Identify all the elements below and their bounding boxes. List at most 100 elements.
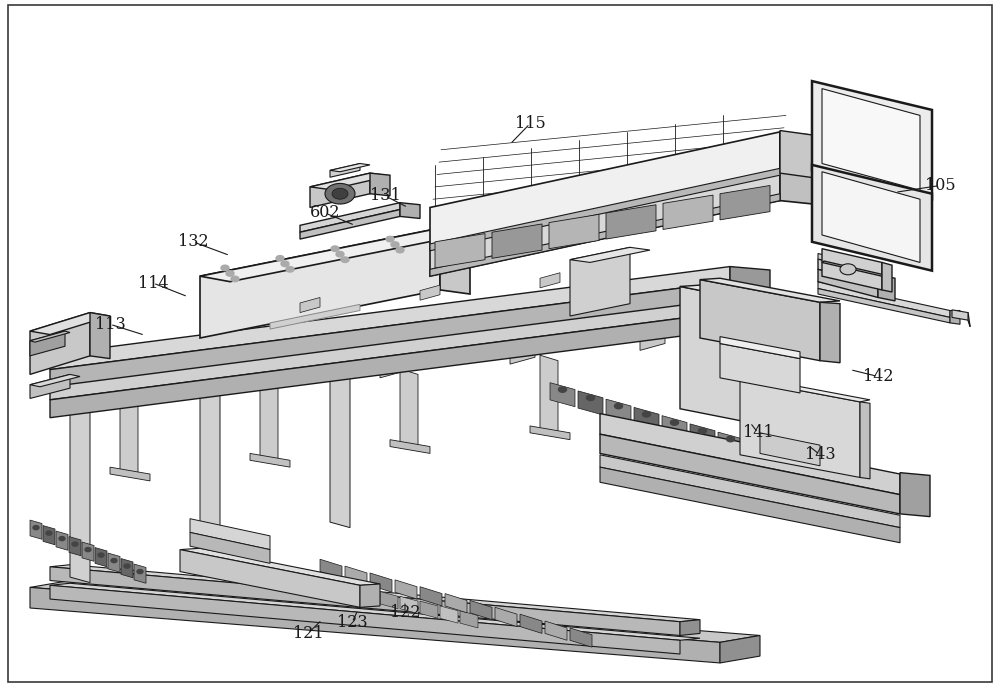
Text: 143: 143 xyxy=(805,447,835,463)
Circle shape xyxy=(281,261,289,267)
Circle shape xyxy=(332,188,348,199)
Polygon shape xyxy=(395,580,417,599)
Polygon shape xyxy=(50,267,730,370)
Polygon shape xyxy=(435,234,485,268)
Polygon shape xyxy=(250,453,290,467)
Circle shape xyxy=(59,537,65,541)
Polygon shape xyxy=(430,173,780,276)
Polygon shape xyxy=(822,172,920,262)
Polygon shape xyxy=(420,601,438,618)
Circle shape xyxy=(391,242,399,247)
Polygon shape xyxy=(822,89,920,190)
Polygon shape xyxy=(578,391,603,415)
Polygon shape xyxy=(600,467,900,543)
Circle shape xyxy=(98,553,104,557)
Circle shape xyxy=(840,264,856,275)
Polygon shape xyxy=(634,407,659,431)
Circle shape xyxy=(386,236,394,242)
Polygon shape xyxy=(900,473,930,517)
Circle shape xyxy=(33,526,39,530)
Polygon shape xyxy=(802,457,827,481)
Circle shape xyxy=(755,444,763,450)
Polygon shape xyxy=(720,344,800,393)
Polygon shape xyxy=(90,313,110,359)
Polygon shape xyxy=(812,81,932,199)
Polygon shape xyxy=(82,542,94,561)
Circle shape xyxy=(46,531,52,535)
Polygon shape xyxy=(200,377,223,385)
Polygon shape xyxy=(380,347,405,378)
Circle shape xyxy=(396,247,404,253)
Circle shape xyxy=(111,559,117,563)
Polygon shape xyxy=(600,434,900,514)
Polygon shape xyxy=(30,374,70,398)
Polygon shape xyxy=(330,164,360,177)
Polygon shape xyxy=(440,228,470,294)
Polygon shape xyxy=(50,299,730,400)
Circle shape xyxy=(614,403,622,409)
Circle shape xyxy=(642,412,650,417)
Circle shape xyxy=(726,436,734,442)
Polygon shape xyxy=(860,402,870,479)
Polygon shape xyxy=(690,424,715,448)
Polygon shape xyxy=(110,467,150,481)
Polygon shape xyxy=(190,532,270,563)
Text: 602: 602 xyxy=(310,205,340,221)
Polygon shape xyxy=(570,247,630,316)
Circle shape xyxy=(336,251,344,257)
Polygon shape xyxy=(121,559,133,578)
Polygon shape xyxy=(300,203,400,232)
Polygon shape xyxy=(300,297,320,313)
Polygon shape xyxy=(370,173,390,196)
Polygon shape xyxy=(570,628,592,647)
Polygon shape xyxy=(70,387,93,395)
Text: 115: 115 xyxy=(515,115,545,132)
Text: 122: 122 xyxy=(390,605,420,621)
Circle shape xyxy=(72,542,78,546)
Polygon shape xyxy=(95,548,107,567)
Polygon shape xyxy=(952,310,968,320)
Polygon shape xyxy=(370,573,392,592)
Polygon shape xyxy=(420,587,442,606)
Polygon shape xyxy=(495,607,517,627)
Circle shape xyxy=(124,564,130,568)
Polygon shape xyxy=(345,566,367,585)
Polygon shape xyxy=(818,269,878,297)
Polygon shape xyxy=(30,313,90,374)
Polygon shape xyxy=(640,319,665,350)
Text: 105: 105 xyxy=(925,177,955,194)
Polygon shape xyxy=(440,606,458,623)
Polygon shape xyxy=(30,331,65,356)
Polygon shape xyxy=(780,132,820,205)
Circle shape xyxy=(325,183,355,204)
Polygon shape xyxy=(400,369,418,449)
Polygon shape xyxy=(180,550,360,607)
Text: 142: 142 xyxy=(863,368,893,385)
Polygon shape xyxy=(540,273,560,288)
Polygon shape xyxy=(340,582,358,599)
Polygon shape xyxy=(50,565,700,622)
Text: 132: 132 xyxy=(178,234,208,250)
Circle shape xyxy=(231,276,239,282)
Polygon shape xyxy=(822,249,882,290)
Polygon shape xyxy=(770,298,830,315)
Polygon shape xyxy=(330,164,370,172)
Circle shape xyxy=(810,461,818,466)
Polygon shape xyxy=(606,399,631,423)
Circle shape xyxy=(782,453,790,458)
Polygon shape xyxy=(760,433,820,466)
Polygon shape xyxy=(200,379,220,555)
Polygon shape xyxy=(390,440,430,453)
Polygon shape xyxy=(30,581,760,642)
Polygon shape xyxy=(260,383,278,462)
Text: 113: 113 xyxy=(95,316,125,333)
Polygon shape xyxy=(606,205,656,239)
Polygon shape xyxy=(878,275,895,301)
Polygon shape xyxy=(780,131,820,179)
Polygon shape xyxy=(680,286,760,425)
Polygon shape xyxy=(460,611,478,628)
Polygon shape xyxy=(550,383,575,407)
Circle shape xyxy=(331,246,339,251)
Polygon shape xyxy=(510,333,535,364)
Polygon shape xyxy=(43,526,55,545)
